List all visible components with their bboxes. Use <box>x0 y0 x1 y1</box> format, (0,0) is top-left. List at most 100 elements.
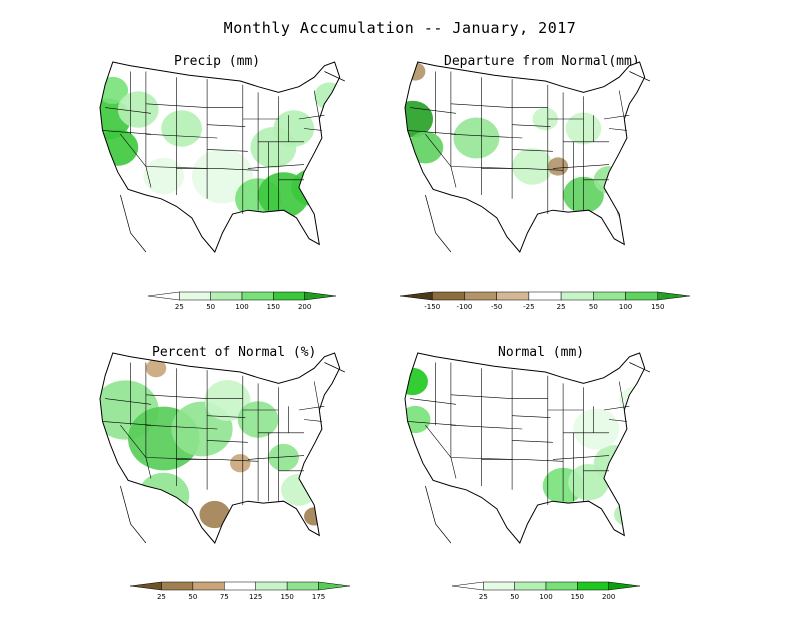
legend-swatch <box>241 291 274 301</box>
canada-coastline <box>629 71 650 82</box>
legend-tick-label: -100 <box>456 303 472 311</box>
legend-tick-label: 150 <box>651 303 664 311</box>
departure-legend: -150 -100 -50 -25 25 50 100 150 <box>399 291 691 311</box>
departure-map <box>404 61 650 253</box>
page-title: Monthly Accumulation -- January, 2017 <box>223 19 577 37</box>
shaded-region <box>593 444 635 482</box>
legend-tick-label: 100 <box>619 303 632 311</box>
legend-swatch <box>224 581 256 591</box>
legend-tick-label: 150 <box>267 303 280 311</box>
departure-panel-title: Departure from Normal(mm) <box>444 54 640 69</box>
state-border <box>207 440 248 443</box>
normal-legend: 25 50 100 150 200 <box>451 581 641 601</box>
state-border <box>145 424 218 430</box>
legend-tick-label: 75 <box>220 593 229 601</box>
legend-swatch <box>657 291 691 301</box>
state-border <box>450 166 513 169</box>
legend-tick-label: 50 <box>188 593 197 601</box>
coastline <box>99 61 341 253</box>
state-border <box>552 164 610 169</box>
state-border <box>608 128 627 131</box>
state-border <box>102 130 152 135</box>
shaded-region <box>138 472 190 519</box>
legend-swatch <box>464 291 497 301</box>
normal-map <box>404 352 650 544</box>
shaded-region <box>145 359 167 378</box>
legend-swatch <box>560 291 594 301</box>
state-border <box>450 394 513 399</box>
precip-map <box>99 61 345 253</box>
shaded-region <box>161 110 203 147</box>
coastline <box>404 352 646 544</box>
legend-swatch <box>286 581 319 591</box>
legend-tick-label: 175 <box>312 593 325 601</box>
legend-swatch <box>192 581 225 591</box>
precip-legend: 25 50 100 150 200 <box>147 291 337 311</box>
legend-tick-label: 125 <box>249 593 262 601</box>
legend-swatch <box>528 291 562 301</box>
state-border <box>145 166 208 169</box>
legend-tick-label: 25 <box>175 303 184 311</box>
shaded-region <box>573 408 620 450</box>
legend-swatch <box>483 581 515 591</box>
state-border <box>207 149 248 152</box>
state-border <box>410 107 457 114</box>
baja-coastline <box>425 194 452 253</box>
shaded-region <box>143 157 185 195</box>
legend-swatch <box>577 581 609 591</box>
shaded-region <box>230 454 251 473</box>
state-border <box>522 459 564 462</box>
legend-swatch <box>431 291 465 301</box>
shaded-region <box>547 157 569 176</box>
canada-coastline <box>324 362 345 373</box>
legend-swatch <box>273 291 305 301</box>
legend-tick-label: 25 <box>557 303 566 311</box>
shaded-region <box>291 169 333 206</box>
legend-swatch <box>210 291 243 301</box>
state-border <box>512 440 553 443</box>
shaded-region <box>117 91 159 128</box>
shaded-region <box>405 367 428 396</box>
shaded-region <box>204 379 251 422</box>
state-border <box>145 457 208 460</box>
legend-tick-label: -150 <box>424 303 440 311</box>
state-border <box>618 90 625 120</box>
legend-swatch <box>318 581 351 591</box>
state-border <box>450 103 513 108</box>
state-border <box>450 133 523 139</box>
shaded-region <box>614 503 640 526</box>
legend-swatch <box>593 291 626 301</box>
legend-swatch <box>496 291 530 301</box>
percent-map <box>99 352 345 544</box>
state-border <box>303 128 322 131</box>
state-border <box>247 164 305 169</box>
coastline <box>99 352 341 544</box>
percent-panel-title: Percent of Normal (%) <box>152 345 317 360</box>
state-border <box>313 381 320 411</box>
legend-tick-label: 50 <box>510 593 519 601</box>
state-border <box>217 459 259 462</box>
shaded-region <box>268 443 299 472</box>
legend-swatch <box>179 291 211 301</box>
shaded-region <box>304 507 325 526</box>
shaded-region <box>273 110 315 147</box>
baja-coastline <box>120 194 147 253</box>
state-border <box>303 419 322 422</box>
state-border <box>145 133 218 139</box>
state-border <box>313 90 320 120</box>
baja-coastline <box>425 485 452 544</box>
state-border <box>247 455 305 460</box>
state-border <box>450 457 513 460</box>
state-border <box>105 398 152 405</box>
precip-panel-title: Precip (mm) <box>174 54 261 69</box>
shaded-region <box>405 62 426 81</box>
state-border <box>410 398 457 405</box>
legend-swatch <box>147 291 180 301</box>
legend-swatch <box>625 291 659 301</box>
legend-tick-label: 150 <box>571 593 584 601</box>
legend-tick-label: -25 <box>523 303 534 311</box>
shaded-region <box>405 100 434 138</box>
shaded-region <box>199 500 231 529</box>
coastline <box>404 61 646 253</box>
